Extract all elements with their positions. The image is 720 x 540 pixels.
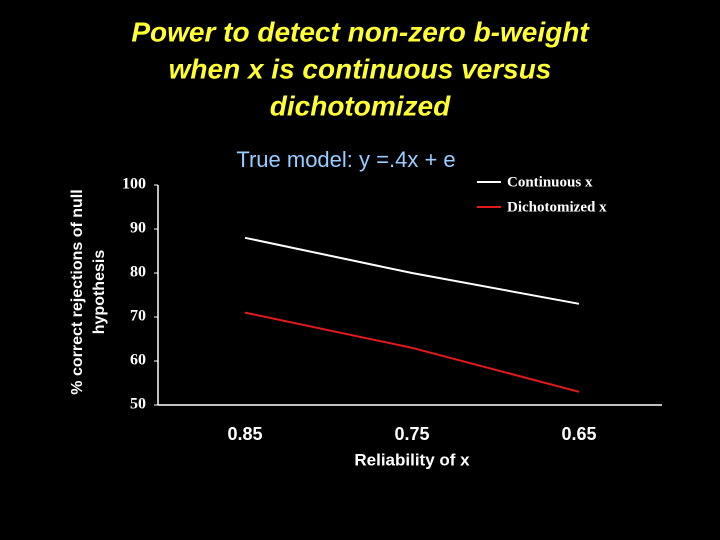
x-axis-label: Reliability of x	[354, 450, 470, 469]
y-tick-label: 50	[130, 396, 146, 413]
chart-title: when x is continuous versus	[169, 53, 552, 84]
legend-label: Continuous x	[507, 174, 593, 190]
x-tick-label: 0.65	[561, 424, 596, 444]
series-line	[244, 236, 580, 305]
chart-title: dichotomized	[270, 90, 451, 121]
series-line	[244, 311, 580, 393]
y-tick-label: 100	[122, 176, 146, 193]
chart-title: Power to detect non-zero b-weight	[131, 16, 590, 47]
y-tick-label: 60	[130, 352, 146, 369]
legend-label: Dichotomized x	[507, 199, 607, 215]
subtitle: True model: y =.4x + e	[236, 147, 455, 172]
x-tick-label: 0.85	[227, 424, 262, 444]
y-tick-label: 70	[130, 308, 146, 325]
x-tick-label: 0.75	[394, 424, 429, 444]
y-tick-label: 90	[130, 220, 146, 237]
y-axis-label: hypothesis	[91, 250, 108, 335]
y-tick-label: 80	[130, 264, 146, 281]
y-axis-label: % correct rejections of null	[69, 189, 86, 394]
